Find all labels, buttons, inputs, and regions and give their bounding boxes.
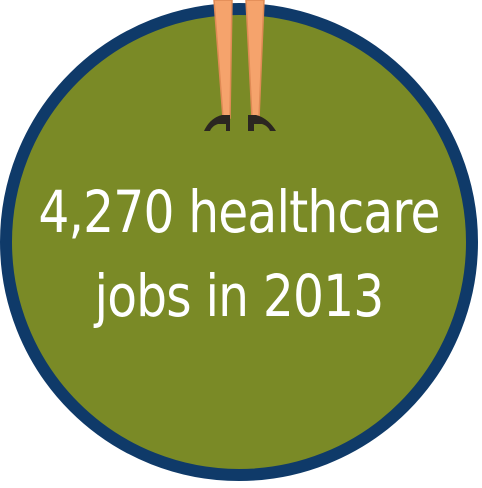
headline-line-2: jobs in 2013 [94,262,385,330]
woman-legs-icon [204,0,276,131]
headline-line-1: 4,270 healthcare [38,178,440,246]
headline: 4,270 healthcare jobs in 2013 [38,170,440,338]
